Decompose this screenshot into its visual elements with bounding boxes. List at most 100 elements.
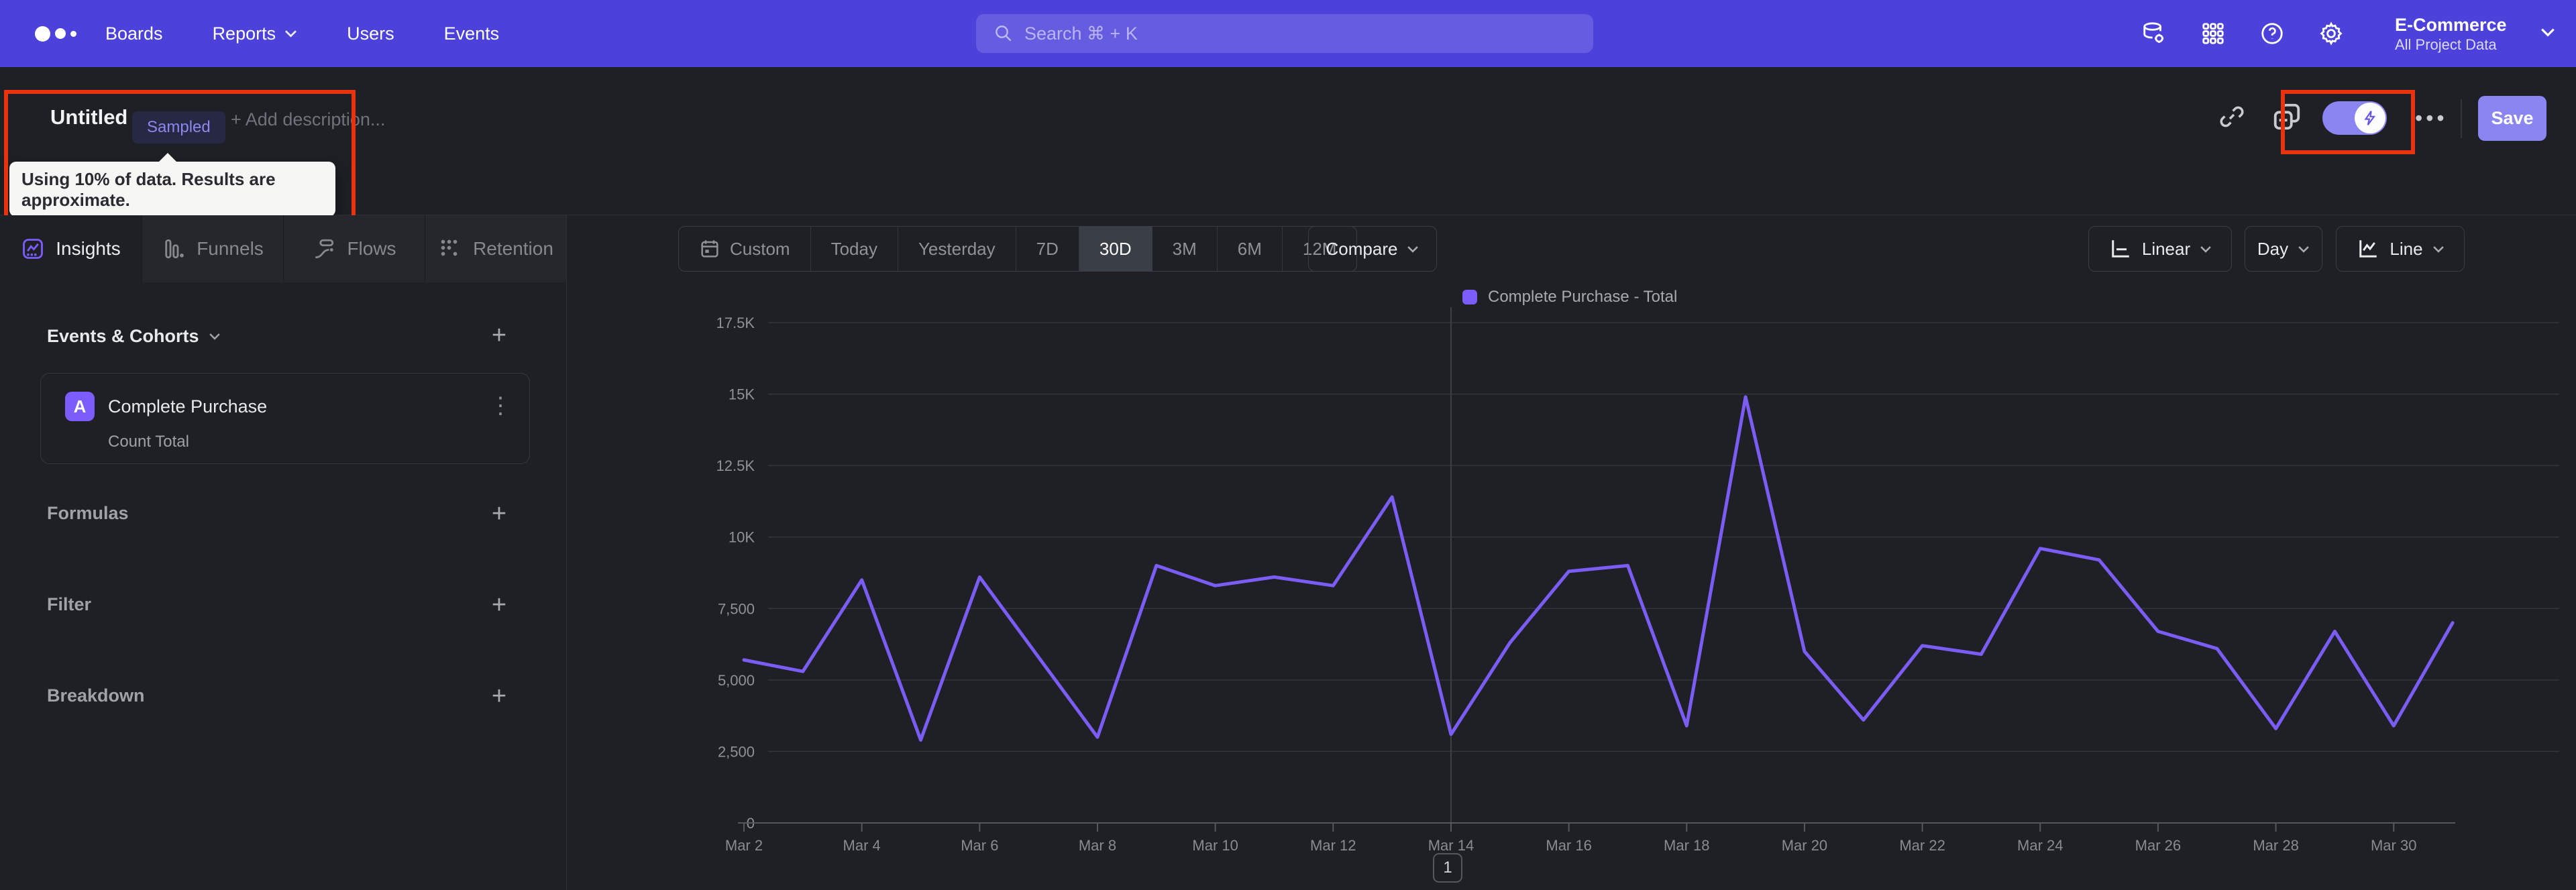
nav-item-label: Users <box>347 23 394 44</box>
event-name[interactable]: Complete Purchase <box>108 396 268 416</box>
events-cohorts-heading[interactable]: Events & Cohorts <box>47 326 221 347</box>
tab-flows[interactable]: Flows <box>283 215 425 282</box>
logo-dot-large <box>35 25 50 42</box>
x-axis-label: Mar 4 <box>843 837 881 854</box>
nav-item-label: Reports <box>212 23 276 44</box>
tab-funnels[interactable]: Funnels <box>142 215 283 282</box>
legend-label: Complete Purchase - Total <box>1488 288 1678 306</box>
line-chart-icon <box>2359 240 2377 258</box>
nav-item-boards[interactable]: Boards <box>105 23 163 44</box>
event-metric[interactable]: Count Total <box>108 433 189 451</box>
range-today[interactable]: Today <box>810 227 898 271</box>
range-label: Custom <box>730 238 790 259</box>
range-label: 30D <box>1099 238 1132 259</box>
chart-type-selector[interactable]: Line <box>2336 226 2465 272</box>
range-3m[interactable]: 3M <box>1151 227 1217 271</box>
search-icon <box>996 25 1012 42</box>
chevron-down-icon <box>2540 27 2555 40</box>
calendar-icon <box>701 240 718 258</box>
x-axis-label: Mar 28 <box>2253 837 2298 854</box>
range-6m[interactable]: 6M <box>1216 227 1282 271</box>
scale-selector[interactable]: Linear <box>2088 226 2232 272</box>
lightning-bolt-icon <box>2364 111 2376 125</box>
chevron-down-icon <box>209 333 220 340</box>
toolbar-divider <box>2461 99 2462 138</box>
top-nav-bar: Boards Reports Users Events Search ⌘ + K E-… <box>0 0 2576 67</box>
x-axis-label: Mar 8 <box>1079 837 1116 854</box>
x-axis-label: Mar 10 <box>1192 837 1238 854</box>
sidebar-divider <box>566 215 567 890</box>
chevron-down-icon <box>2432 245 2444 253</box>
retention-icon <box>441 239 458 256</box>
range-30d[interactable]: 30D <box>1078 227 1152 271</box>
range-custom[interactable]: Custom <box>679 227 810 271</box>
more-menu-button[interactable]: ••• <box>2415 106 2448 130</box>
add-breakdown-button[interactable]: + <box>491 681 507 710</box>
section-label-filter: Filter <box>47 594 92 614</box>
add-description[interactable]: + Add description... <box>231 109 386 129</box>
interval-label: Day <box>2257 238 2289 259</box>
x-axis-label: Mar 14 <box>1428 837 1474 854</box>
nav-item-label: Boards <box>105 23 163 44</box>
data-management-icon[interactable] <box>2141 21 2167 46</box>
help-icon[interactable] <box>2259 21 2285 46</box>
range-label: Yesterday <box>918 238 996 259</box>
settings-gear-icon[interactable] <box>2318 21 2344 46</box>
copy-link-icon[interactable] <box>2218 103 2246 131</box>
x-axis-label: Mar 22 <box>1899 837 1945 854</box>
range-label: 6M <box>1237 238 1262 259</box>
chevron-down-icon <box>2298 245 2309 253</box>
range-7d[interactable]: 7D <box>1015 227 1079 271</box>
range-label: 7D <box>1036 238 1059 259</box>
mixpanel-logo[interactable] <box>35 0 76 67</box>
tab-retention[interactable]: Retention <box>425 215 566 282</box>
x-axis-label: Mar 6 <box>961 837 998 854</box>
x-axis-label: Mar 2 <box>725 837 763 854</box>
nav-item-reports[interactable]: Reports <box>213 23 298 44</box>
add-to-board-icon[interactable] <box>2271 101 2302 132</box>
legend-swatch <box>1462 290 1477 304</box>
add-filter-button[interactable]: + <box>491 590 507 619</box>
apps-grid-icon[interactable] <box>2200 21 2226 46</box>
section-label-formulas: Formulas <box>47 503 129 523</box>
section-label-breakdown: Breakdown <box>47 685 145 706</box>
event-menu-icon[interactable]: ⋮ <box>489 393 512 419</box>
tab-insights[interactable]: Insights <box>0 215 142 282</box>
x-axis-label: Mar 30 <box>2371 837 2416 854</box>
chart-legend[interactable]: Complete Purchase - Total <box>1462 288 1677 307</box>
flows-icon <box>315 239 334 259</box>
y-axis-label: 10K <box>729 529 755 546</box>
interval-selector[interactable]: Day <box>2245 226 2322 272</box>
search-input[interactable]: Search ⌘ + K <box>976 14 1593 53</box>
event-card[interactable]: A Complete Purchase ⋮ Count Total <box>40 373 530 464</box>
nav-right-cluster: E-Commerce All Project Data <box>2141 0 2555 67</box>
events-cohorts-label: Events & Cohorts <box>47 326 199 346</box>
y-axis-label: 2,500 <box>718 743 755 760</box>
add-formulas-button[interactable]: + <box>491 499 507 528</box>
tab-label: Insights <box>56 238 121 259</box>
chart-type-label: Line <box>2390 238 2423 259</box>
add-event-button[interactable]: + <box>491 321 507 349</box>
tooltip-text: Using 10% of data. Results are approxima… <box>21 169 276 210</box>
save-button[interactable]: Save <box>2478 96 2546 141</box>
tab-label: Retention <box>473 238 553 259</box>
linear-axis-icon <box>2112 240 2129 258</box>
project-switcher[interactable]: E-Commerce All Project Data <box>2395 14 2507 54</box>
pagination-page-1[interactable]: 1 <box>1433 853 1462 883</box>
nav-item-events[interactable]: Events <box>444 23 500 44</box>
tooltip-arrow <box>158 153 177 162</box>
x-axis-label: Mar 16 <box>1546 837 1591 854</box>
chevron-down-icon <box>2200 245 2211 253</box>
sampling-toggle[interactable] <box>2322 101 2387 135</box>
nav-item-users[interactable]: Users <box>347 23 394 44</box>
compare-label: Compare <box>1326 238 1398 259</box>
report-title[interactable]: Untitled <box>50 105 128 129</box>
nav-item-label: Events <box>443 23 500 44</box>
sampled-badge[interactable]: Sampled <box>132 111 225 144</box>
range-yesterday[interactable]: Yesterday <box>897 227 1016 271</box>
series-line-complete-purchase[interactable] <box>742 395 2455 742</box>
compare-button[interactable]: Compare <box>1308 226 1437 272</box>
insights-icon <box>23 239 44 259</box>
y-axis-label: 12.5K <box>716 457 755 474</box>
